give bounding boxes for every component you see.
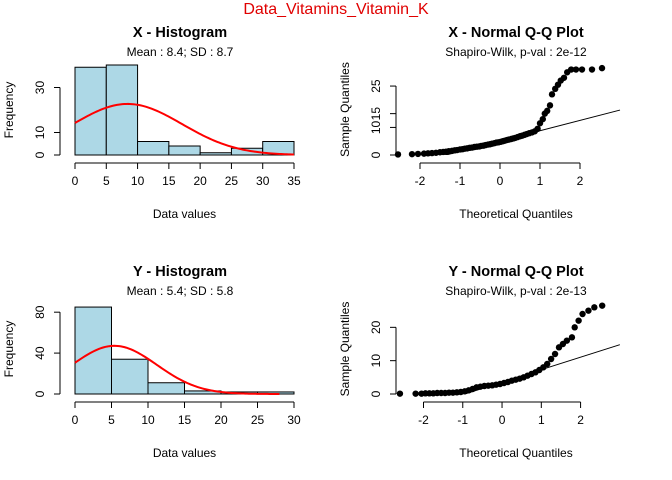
y-qq-plot-panel: Y - Normal Q-Q Plot Shapiro-Wilk, p-val :…	[338, 264, 621, 460]
histogram-bar	[147, 382, 185, 395]
qq-point	[598, 302, 606, 309]
x-tick-label: 0	[499, 413, 506, 427]
x-tick-label: 25	[251, 413, 265, 427]
x-tick-label: 30	[256, 174, 270, 188]
panel-title: Y - Normal Q-Q Plot	[448, 264, 583, 280]
x-tick-label: 5	[108, 413, 115, 427]
y-tick-label: 0	[369, 390, 383, 397]
qq-point	[568, 334, 576, 341]
qq-point	[396, 390, 404, 397]
x-tick-label: 35	[287, 174, 301, 188]
x-tick-label: 5	[103, 174, 110, 188]
y-tick-label: 80	[33, 305, 47, 319]
x-tick-label: 1	[538, 413, 545, 427]
histogram-bar	[74, 66, 107, 156]
x-tick-label: 0	[72, 174, 79, 188]
x-tick-label: -1	[457, 413, 468, 427]
panel-title: Y - Histogram	[133, 264, 227, 280]
y-tick-label: 0	[369, 151, 383, 158]
qq-point	[591, 304, 598, 311]
qq-point	[560, 74, 568, 81]
qq-point	[598, 64, 606, 72]
y-axis-label: Sample Quantiles	[338, 302, 352, 397]
normal-density-curve	[74, 344, 280, 395]
qq-point	[539, 115, 546, 123]
qq-point	[579, 310, 586, 318]
y-tick-label: 10	[369, 354, 383, 368]
qq-point	[534, 125, 541, 133]
normal-density-curve	[74, 102, 295, 156]
x-tick-label: 30	[287, 413, 301, 427]
qq-point	[408, 150, 416, 158]
x-axis-label: Data values	[153, 207, 216, 221]
panel-title: X - Histogram	[133, 25, 227, 41]
figure-title: Data_Vitamins_Vitamin_K	[243, 1, 429, 18]
y-tick-label: 0	[33, 151, 47, 158]
histogram-bar	[168, 145, 201, 156]
qq-point	[572, 66, 580, 73]
panel-title: X - Normal Q-Q Plot	[448, 25, 584, 41]
qq-point	[551, 350, 559, 358]
panel-subtitle: Mean : 5.4; SD : 5.8	[127, 284, 234, 298]
qq-point	[585, 307, 592, 314]
y-histogram-panel: Y - Histogram Mean : 5.4; SD : 5.8 0 40 80 0 5…	[2, 264, 301, 460]
x-tick-label: 0	[72, 413, 79, 427]
x-axis-label: Theoretical Quantiles	[459, 446, 572, 460]
x-qq-plot-panel: X - Normal Q-Q Plot Shapiro-Wilk, p-val :…	[338, 25, 621, 221]
panel-subtitle: Shapiro-Wilk, p-val : 2e-13	[445, 284, 587, 298]
histogram-bar	[105, 64, 139, 156]
qq-point	[575, 317, 582, 324]
x-tick-label: -1	[455, 174, 466, 188]
x-tick-label: 20	[214, 413, 228, 427]
y-tick-label: 40	[33, 346, 47, 360]
x-tick-label: 2	[577, 413, 584, 427]
panel-subtitle: Shapiro-Wilk, p-val : 2e-12	[445, 45, 587, 59]
qq-point	[588, 66, 596, 73]
x-histogram-panel: X - Histogram Mean : 8.4; SD : 8.7 0 10 30 0 5…	[2, 25, 301, 221]
x-tick-label: 10	[141, 413, 155, 427]
y-tick-label: 25	[369, 79, 383, 93]
x-tick-label: 2	[577, 174, 584, 188]
qq-point	[578, 66, 586, 73]
x-axis-label: Theoretical Quantiles	[459, 207, 572, 221]
x-tick-label: 20	[193, 174, 207, 188]
x-tick-label: 15	[178, 413, 192, 427]
qq-point	[547, 355, 555, 363]
qq-point	[544, 107, 551, 115]
x-tick-label: -2	[415, 174, 426, 188]
y-axis-label: Frequency	[2, 82, 16, 139]
qq-point	[568, 66, 575, 73]
y-axis-label: Sample Quantiles	[338, 62, 352, 157]
x-tick-label: 25	[225, 174, 239, 188]
x-tick-label: 1	[537, 174, 544, 188]
y-axis-label: Frequency	[2, 321, 16, 378]
x-tick-label: 0	[497, 174, 504, 188]
x-tick-label: 15	[162, 174, 176, 188]
histogram-bar	[262, 141, 295, 156]
x-tick-label: 10	[131, 174, 145, 188]
y-tick-label: 15	[369, 107, 383, 121]
x-tick-label: -2	[418, 413, 429, 427]
qq-point	[548, 91, 556, 98]
y-tick-label: 0	[33, 390, 47, 397]
qq-point	[414, 150, 422, 158]
x-axis-label: Data values	[153, 446, 216, 460]
y-tick-label: 10	[369, 120, 383, 134]
y-tick-label: 30	[33, 81, 47, 95]
qq-point	[544, 360, 551, 368]
histogram-bar	[111, 358, 149, 395]
qq-point	[412, 390, 419, 397]
qq-point	[571, 324, 578, 331]
panel-subtitle: Mean : 8.4; SD : 8.7	[127, 45, 234, 59]
qq-point	[546, 102, 554, 109]
qq-point	[563, 337, 571, 344]
y-tick-label: 10	[33, 126, 47, 140]
y-tick-label: 20	[369, 320, 383, 334]
histogram-bar	[199, 152, 232, 156]
histogram-bar	[137, 141, 170, 156]
